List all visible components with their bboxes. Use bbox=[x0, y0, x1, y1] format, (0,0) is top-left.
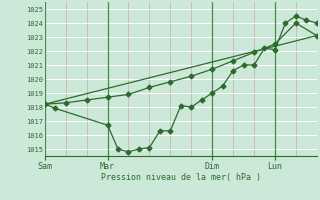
X-axis label: Pression niveau de la mer( hPa ): Pression niveau de la mer( hPa ) bbox=[101, 173, 261, 182]
